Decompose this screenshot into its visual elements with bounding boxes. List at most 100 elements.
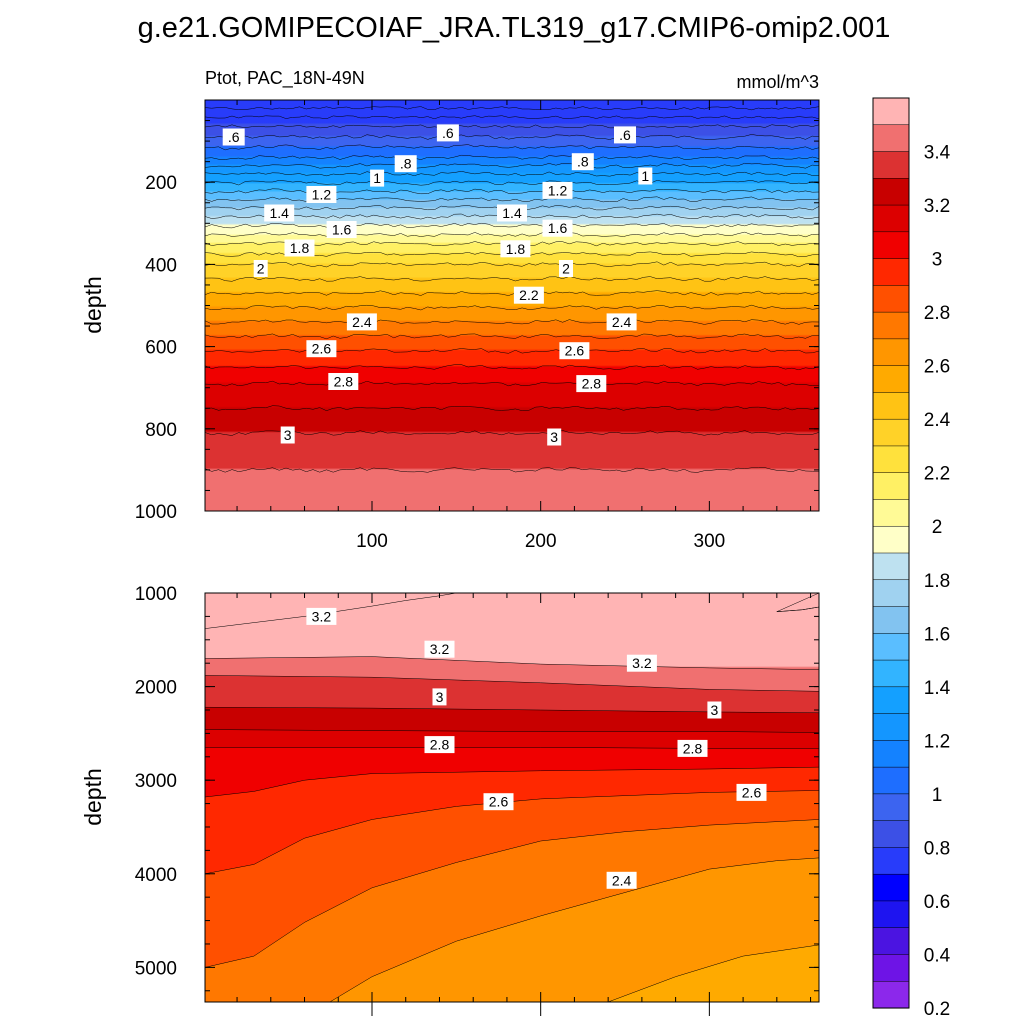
colorbar-label: 2.4 (924, 410, 951, 431)
contour-label: 2 (253, 260, 268, 277)
y-tick-label: 600 (145, 338, 177, 359)
contour-label: 3 (547, 428, 562, 446)
upper-isoline (205, 106, 819, 111)
contour-label-box (432, 688, 447, 706)
colorbar-swatch (872, 847, 910, 875)
colorbar-swatch (872, 97, 910, 126)
contour-label-box (424, 640, 455, 658)
contour-label-text: 2.8 (430, 737, 450, 753)
contour-label: 3 (707, 701, 722, 719)
lower-isoline (205, 706, 819, 714)
y-tick-label: 1000 (135, 502, 177, 523)
contour-label-text: 1.6 (332, 222, 352, 238)
lower-axis-ticks: 1000 2000 3000 4000 5000 (135, 584, 819, 1016)
contour-label: 3 (432, 688, 447, 706)
contour-label-box (370, 169, 385, 187)
contour-label-box (559, 342, 590, 360)
contour-label-text: 2.6 (489, 794, 509, 810)
colorbar-swatch (872, 392, 910, 420)
contour-label: 2.8 (576, 375, 607, 393)
contour-label: 2.8 (424, 736, 455, 754)
upper-isoline (205, 467, 819, 473)
lower-isoline (205, 766, 819, 798)
lower-frame (204, 592, 820, 1003)
colorbar-frame (872, 97, 910, 1009)
colorbar-swatch (872, 338, 910, 367)
contour-label-box (638, 167, 653, 185)
contour-label-text: 2 (257, 261, 265, 277)
upper-isoline (205, 179, 819, 186)
contour-label: 2.6 (736, 783, 767, 801)
contour-label-box (346, 313, 377, 331)
lower-panel: 3.2 3.2 3.2 3 3 2.8 2.8 2.6 2.6 2.4 1000 2000 3000 4… (80, 584, 820, 1016)
contour-label-text: .8 (400, 156, 412, 172)
contour-label: 1.4 (264, 204, 295, 222)
colorbar-swatch (872, 579, 910, 608)
upper-isoline (205, 115, 819, 120)
upper-field (205, 100, 819, 511)
contour-label: 3.2 (424, 640, 455, 658)
contour-label: 2.8 (328, 373, 359, 390)
upper-isoline (205, 333, 819, 340)
contour-label: 1.6 (542, 219, 573, 237)
x-tick-label: 100 (356, 531, 388, 552)
colorbar-swatch (872, 418, 910, 447)
upper-isoline (205, 290, 819, 296)
contour-label-text: 1.6 (548, 220, 568, 236)
contour-label: 2.6 (306, 340, 337, 358)
contour-label: 1.2 (306, 186, 337, 203)
contour-label-text: 3 (284, 427, 292, 443)
contour-label: 2 (559, 260, 573, 277)
lower-band-fill (608, 944, 819, 1002)
contour-label: 2.2 (513, 286, 544, 304)
lower-isoline (205, 675, 819, 692)
contour-label-box (306, 340, 337, 358)
contour-label-text: 2.6 (565, 343, 585, 359)
lower-isoline (205, 729, 819, 733)
upper-isoline (205, 276, 819, 282)
lower-band-fill (329, 857, 819, 1002)
colorbar-swatch (872, 552, 910, 581)
lower-isolines (205, 593, 819, 1002)
contour-label: 2.4 (346, 313, 377, 331)
colorbar-label: 3 (932, 250, 943, 271)
colorbar-swatch (872, 151, 910, 179)
colorbar-label: 1.2 (924, 731, 950, 752)
contour-label-box (497, 204, 527, 222)
contour-label: 2.4 (606, 871, 637, 889)
contour-label-text: 2.8 (582, 376, 602, 392)
contour-label: .6 (614, 126, 636, 144)
contour-label-text: 2.8 (334, 374, 354, 390)
contour-label-text: 3.2 (312, 608, 332, 624)
contour-label: 2.4 (606, 313, 637, 331)
upper-isoline (205, 124, 819, 129)
colorbar-label: 0.2 (924, 999, 950, 1020)
upper-axis-ticks: 200 400 600 800 1000 100 200 300 (135, 99, 819, 552)
lower-isoline (205, 593, 457, 629)
colorbar-label: 2.2 (924, 464, 950, 485)
colorbar-swatch (872, 258, 910, 286)
colorbar-swatch (872, 686, 910, 715)
contour-label: 1 (638, 167, 653, 185)
lower-isoline (205, 790, 819, 875)
contour-label-text: .6 (228, 129, 240, 145)
y-tick-label: 1000 (135, 584, 177, 605)
upper-isoline (205, 222, 819, 229)
contour-label-box (328, 373, 359, 390)
upper-isoline (205, 319, 819, 325)
figure-title: g.e21.GOMIPECOIAF_JRA.TL319_g17.CMIP6-om… (138, 12, 891, 44)
contour-label-text: 2.4 (612, 872, 632, 888)
y-tick-label: 4000 (135, 865, 177, 886)
contour-label-box (559, 260, 573, 277)
lower-band-fills (205, 593, 819, 1002)
colorbar-swatch (872, 980, 910, 1009)
colorbar-swatch (872, 204, 910, 233)
lower-isoline (205, 747, 819, 749)
colorbar-swatch (872, 659, 910, 688)
contour-label-box (736, 783, 767, 801)
contour-label: 1.8 (500, 240, 531, 258)
contour-label-box (571, 153, 594, 171)
y-tick-label: 200 (145, 173, 177, 194)
upper-isoline (205, 144, 819, 151)
